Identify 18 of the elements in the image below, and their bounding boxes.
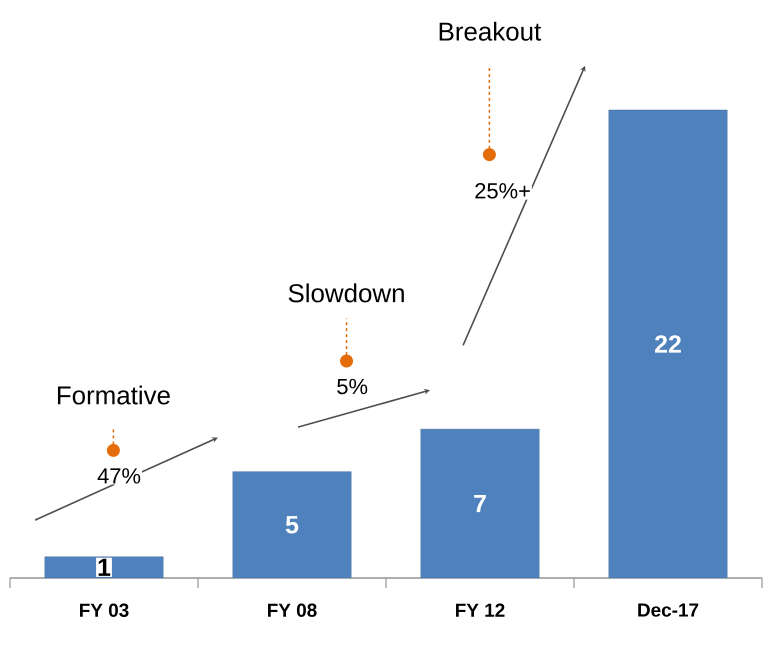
x-tick-label: FY 12 (456, 604, 504, 617)
data-label: 7 (474, 494, 486, 512)
data-label: 1 (98, 558, 110, 576)
annotation: Formative (58, 386, 170, 405)
bar (420, 428, 540, 578)
annotation: 25%+ (475, 183, 530, 199)
x-tick-label: FY 08 (268, 604, 317, 617)
annotation: 47% (98, 468, 140, 484)
bar (608, 110, 728, 578)
data-label: 22 (655, 335, 681, 353)
annotation: 5% (337, 378, 368, 394)
bar (232, 471, 352, 578)
bar (44, 556, 164, 578)
text: Breakout (440, 22, 542, 41)
x-tick-label: FY 03 (80, 604, 129, 617)
x-tick-label: Dec-17 (638, 604, 698, 617)
annotation: Slowdown (288, 283, 404, 302)
data-label: 5 (286, 516, 298, 534)
